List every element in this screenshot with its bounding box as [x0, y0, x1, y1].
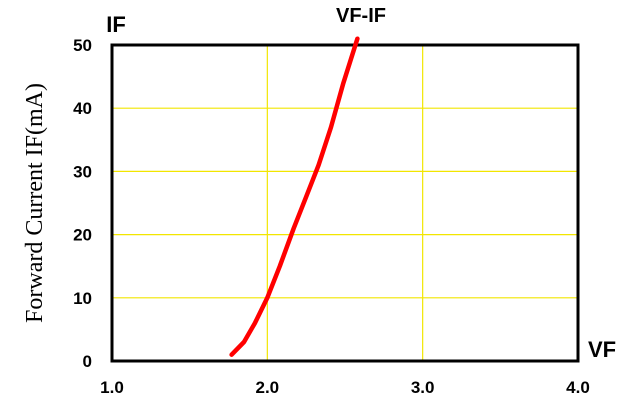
vf-if-curve [229, 36, 360, 357]
chart-title: VF-IF [336, 5, 386, 27]
series-layer [229, 36, 360, 357]
y-tick-label: 30 [73, 162, 92, 181]
x-tick-label: 3.0 [411, 378, 435, 397]
y-tick-label: 10 [73, 289, 92, 308]
x-axis-short-label: VF [588, 337, 616, 362]
y-tick-label: 0 [83, 352, 92, 371]
x-tick-label: 2.0 [256, 378, 280, 397]
y-tick-label: 20 [73, 226, 92, 245]
y-tick-label: 50 [73, 36, 92, 55]
plot-frame [110, 43, 580, 363]
x-tick-label: 1.0 [100, 378, 124, 397]
tick-labels: 1.0 2.0 3.0 4.0 0 10 20 30 40 50 [73, 36, 590, 397]
x-tick-label: 4.0 [566, 378, 590, 397]
y-axis-label: Forward Current IF(mA) [22, 83, 48, 323]
y-axis-short-label: IF [106, 12, 126, 37]
y-tick-label: 40 [73, 99, 92, 118]
grid-lines [112, 45, 578, 361]
